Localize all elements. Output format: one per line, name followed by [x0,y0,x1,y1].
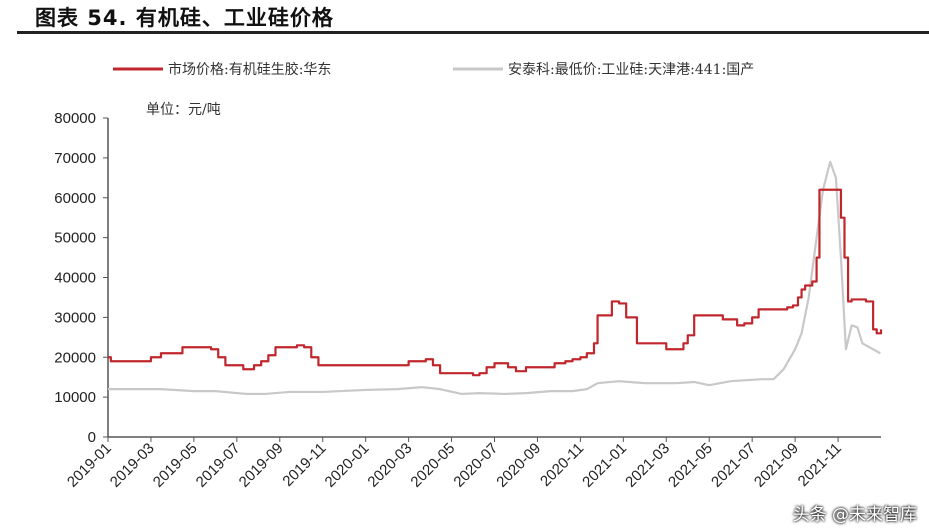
x-tick-label: 2021-07 [708,440,759,491]
y-tick-label: 40000 [54,270,96,287]
y-tick-label: 0 [88,429,96,446]
x-tick-label: 2020-11 [537,440,587,490]
x-tick-label: 2020-07 [450,440,501,491]
x-tick-label: 2019-07 [193,440,244,491]
x-tick-label: 2019-03 [107,440,158,491]
x-tick-label: 2021-01 [579,440,630,491]
x-tick-label: 2020-05 [407,440,458,491]
x-tick-label: 2019-05 [150,440,201,491]
x-tick-label: 2021-03 [622,440,673,491]
title-rule [17,31,929,34]
y-tick-label: 30000 [54,309,96,326]
watermark: 头条 @未来智库 [792,505,917,525]
y-tick-label: 80000 [54,110,96,127]
x-tick-label: 2019-11 [279,440,329,490]
unit-label: 单位：元/吨 [146,102,221,118]
y-tick-label: 20000 [54,349,96,366]
x-tick-label: 2020-09 [493,440,544,491]
y-tick-label: 50000 [54,230,96,247]
x-tick-label: 2019-01 [64,440,115,491]
x-tick-label: 2021-05 [665,440,716,491]
x-tick-label: 2020-01 [322,440,373,491]
y-tick-label: 70000 [54,150,96,167]
x-tick-label: 2019-09 [236,440,287,491]
legend-label-organic-silicon: 市场价格:有机硅生胶:华东 [168,61,331,78]
series-line-industrial-silicon [108,160,881,396]
x-tick-label: 2021-09 [751,440,802,491]
x-tick-label: 2021-11 [795,440,845,490]
y-tick-label: 10000 [54,389,96,406]
series-line-organic-silicon [108,188,883,377]
y-tick-label: 60000 [54,190,96,207]
legend-label-industrial-silicon: 安泰科:最低价:工业硅:天津港:441:国产 [508,62,754,78]
x-tick-label: 2020-03 [364,440,415,491]
figure-title: 图表 54. 有机硅、工业硅价格 [35,6,334,30]
